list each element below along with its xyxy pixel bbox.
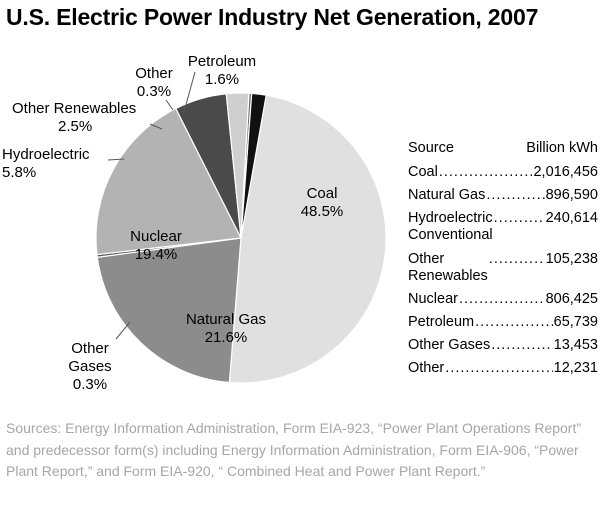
- table-row: Nuclear 806,425: [408, 291, 598, 308]
- slice-label-other: Other 0.3%: [135, 65, 173, 100]
- leader-line: [107, 158, 125, 161]
- pie-slice-petroleum: [240, 92, 267, 239]
- pie-slice-nuclear: [95, 107, 242, 256]
- table-row-label: Nuclear: [408, 290, 458, 307]
- table-row-value: 12,231: [553, 360, 598, 377]
- sources-note: Sources: Energy Information Administrati…: [6, 420, 582, 480]
- table-row-value: 240,614: [545, 210, 598, 227]
- pie-slice-natural-gas: [96, 237, 242, 384]
- slice-label-petroleum: Petroleum 1.6%: [188, 53, 256, 88]
- table-row-label: Other Gases: [408, 336, 491, 353]
- slice-label-hydroelectric: Hydroelectric 5.8%: [2, 146, 90, 181]
- slice-label-other-gases: Other Gases 0.3%: [68, 340, 111, 393]
- chart-title: U.S. Electric Power Industry Net Generat…: [6, 4, 539, 30]
- table-row-value: 65,739: [553, 313, 598, 330]
- table-row-label: Natural Gas: [408, 187, 486, 204]
- table-row: Petroleum 65,739: [408, 314, 598, 331]
- table-row: Other Gases 13,453: [408, 337, 598, 354]
- table-row-label: Hydroelectric Conventional: [408, 210, 493, 244]
- table-row-value: 2,016,456: [533, 164, 598, 181]
- table-row-value: 105,238: [545, 250, 598, 267]
- slice-label-nuclear: Nuclear 19.4%: [130, 228, 182, 263]
- pie-slices: [95, 92, 387, 384]
- pie-labels: Coal 48.5% Natural Gas 21.6% Other Gases 0.3% N…: [2, 53, 343, 393]
- pie-slice-coal: [228, 94, 387, 384]
- table-row-label: Other: [408, 360, 445, 377]
- leader-line: [183, 71, 196, 113]
- table-row-value: 806,425: [545, 290, 598, 307]
- table-row: Hydroelectric Conventional 240,614: [408, 210, 598, 244]
- slice-label-other-renewables: Other Renewables 2.5%: [12, 100, 136, 135]
- table-row-label: Coal: [408, 164, 438, 181]
- table-header-value: Billion kWh: [526, 140, 598, 156]
- data-table: Source Billion kWh Coal 2,016,456 Natural…: [408, 140, 598, 383]
- pie-leader-lines: [107, 71, 196, 340]
- table-header-source: Source: [408, 140, 454, 156]
- table-header: Source Billion kWh: [408, 140, 598, 157]
- leader-line: [115, 321, 131, 340]
- slice-label-coal: Coal 48.5%: [301, 185, 344, 220]
- table-row: Natural Gas 896,590: [408, 187, 598, 204]
- table-row-value: 13,453: [553, 336, 598, 353]
- pie-chart: Coal 48.5% Natural Gas 21.6% Other Gases 0.3% N…: [2, 53, 387, 393]
- leader-line: [165, 99, 174, 111]
- table-row: Other Renewables 105,238: [408, 251, 598, 285]
- table-row: Other 12,231: [408, 360, 598, 377]
- leader-line: [149, 123, 163, 130]
- table-row-value: 896,590: [545, 187, 598, 204]
- table-row-label: Petroleum: [408, 313, 475, 330]
- table-row: Coal 2,016,456: [408, 164, 598, 181]
- table-row-label: Other Renewables: [408, 250, 488, 284]
- slice-label-natural-gas: Natural Gas 21.6%: [186, 311, 266, 346]
